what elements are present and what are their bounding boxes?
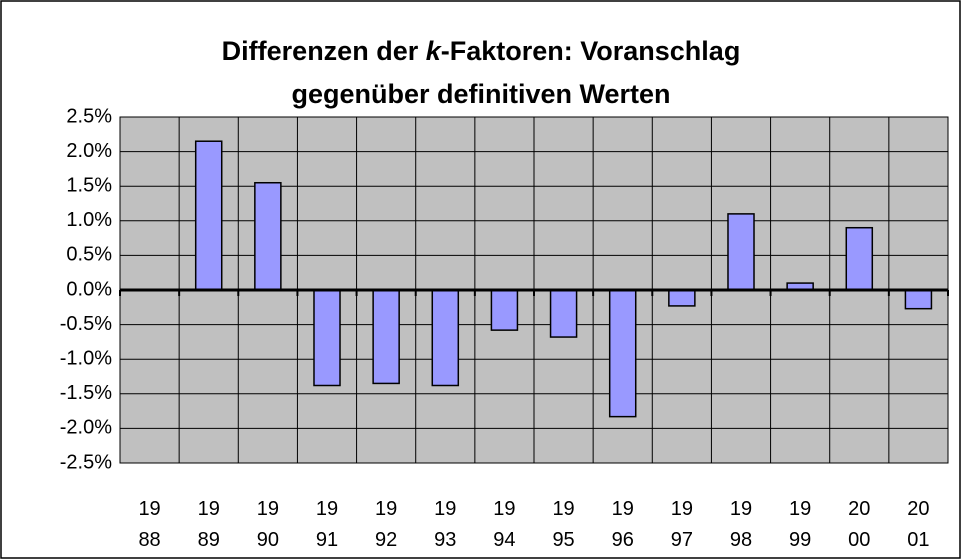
bar: [194, 140, 223, 291]
x-tick-label: 19 90: [256, 498, 279, 551]
bar: [904, 289, 933, 310]
chart-title: Differenzen der k-Faktoren: Voranschlag g…: [0, 30, 962, 116]
x-tick-label: 19 99: [789, 498, 812, 551]
bar: [431, 289, 460, 387]
y-tick-label: 0.5%: [66, 244, 112, 266]
title-part: gegenüber definitiven Werten: [291, 79, 671, 109]
bar: [490, 289, 519, 331]
bar: [549, 289, 578, 338]
y-tick-label: -2.5%: [60, 451, 112, 473]
y-tick-label: -1.0%: [60, 347, 112, 369]
y-tick-label: -2.0%: [60, 417, 112, 439]
bar: [845, 226, 874, 291]
bar: [727, 213, 755, 291]
title-part: Differenzen der: [221, 36, 426, 66]
x-tick-label: 19 93: [434, 498, 457, 551]
y-tick-label: 1.0%: [66, 209, 112, 231]
bar: [254, 181, 282, 291]
x-tick-label: 19 97: [670, 498, 693, 551]
x-tick-label: 20 01: [907, 498, 930, 551]
x-tick-label: 19 91: [315, 498, 339, 551]
y-tick-label: 2.0%: [66, 140, 112, 162]
x-tick-label: 19 94: [493, 498, 516, 551]
bar: [608, 289, 637, 418]
bar: [313, 289, 341, 387]
x-tick-label: 19 89: [197, 498, 220, 551]
x-tick-label: 20 00: [848, 498, 871, 551]
y-tick-label: -0.5%: [60, 313, 112, 335]
y-tick-label: 1.5%: [66, 174, 112, 196]
x-tick-label: 19 95: [552, 498, 575, 551]
y-tick-label: 0.0%: [66, 278, 112, 300]
x-tick-label: 19 88: [138, 498, 161, 551]
bar: [372, 289, 400, 385]
y-tick-label: 2.5%: [66, 105, 112, 127]
x-tick-label: 19 98: [729, 498, 753, 551]
bar: [668, 289, 696, 307]
title-part: -Faktoren: Voranschlag: [440, 36, 741, 66]
title-part: k: [425, 36, 441, 66]
x-tick-label: 19 92: [375, 498, 398, 551]
x-tick-label: 19 96: [611, 498, 634, 551]
y-tick-label: -1.5%: [60, 382, 112, 404]
